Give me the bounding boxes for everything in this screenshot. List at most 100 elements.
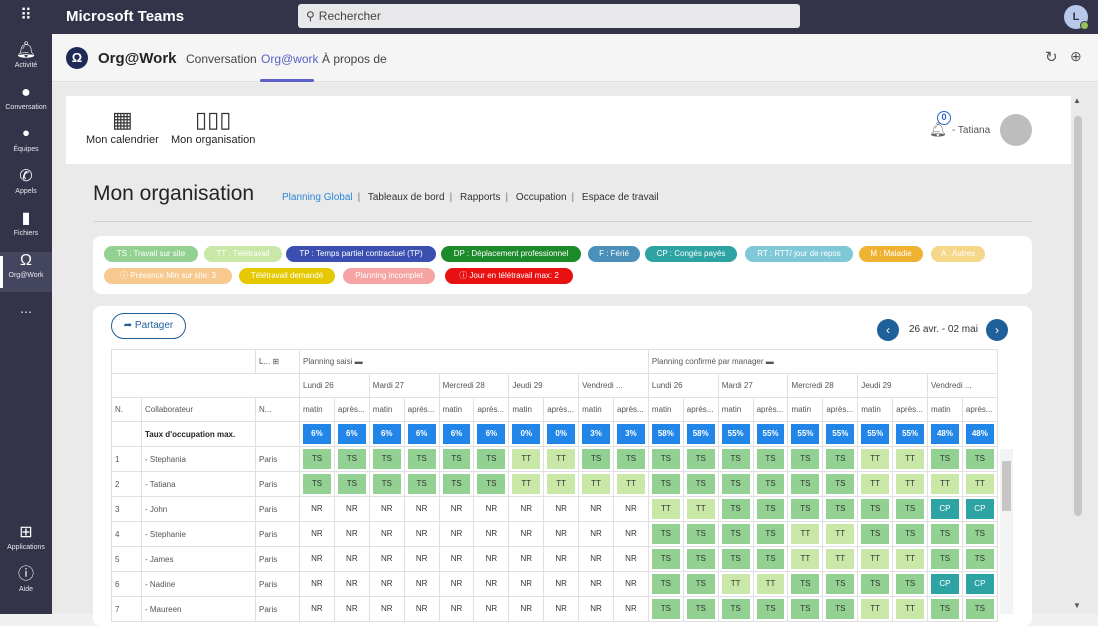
rail-item-activity[interactable]: 🔔︎ Activité: [0, 42, 52, 82]
planning-cell[interactable]: TS: [787, 496, 824, 522]
planning-cell[interactable]: TT: [857, 446, 894, 472]
planning-cell[interactable]: TT: [787, 521, 824, 547]
planning-cell[interactable]: NR: [299, 521, 335, 547]
planning-cell[interactable]: TS: [438, 446, 475, 472]
row-collaborator[interactable]: - Maureen: [141, 596, 256, 622]
planning-cell[interactable]: TS: [647, 471, 684, 497]
rail-item-conversation[interactable]: ● Conversation: [0, 84, 52, 124]
grid-scrollbar[interactable]: [1000, 449, 1013, 614]
planning-cell[interactable]: TT: [892, 471, 929, 497]
scroll-thumb[interactable]: [1074, 116, 1082, 516]
planning-cell[interactable]: CP: [927, 571, 963, 597]
planning-cell[interactable]: TT: [892, 546, 929, 572]
planning-cell[interactable]: NR: [473, 571, 510, 597]
planning-cell[interactable]: TT: [822, 521, 859, 547]
planning-cell[interactable]: TS: [822, 596, 859, 622]
planning-cell[interactable]: NR: [403, 521, 440, 547]
grid-scroll-thumb[interactable]: [1002, 461, 1011, 511]
planning-cell[interactable]: TS: [473, 446, 510, 472]
planning-cell[interactable]: NR: [368, 496, 405, 522]
link-planning-global[interactable]: Planning Global: [282, 192, 353, 203]
planning-cell[interactable]: NR: [368, 571, 405, 597]
user-photo-avatar[interactable]: [1000, 114, 1032, 146]
planning-cell[interactable]: TS: [403, 446, 440, 472]
planning-cell[interactable]: CP: [961, 496, 998, 522]
planning-cell[interactable]: NR: [543, 496, 580, 522]
planning-cell[interactable]: TT: [822, 546, 859, 572]
planning-cell[interactable]: TS: [752, 496, 789, 522]
planning-cell[interactable]: NR: [613, 571, 649, 597]
planning-cell[interactable]: TS: [717, 521, 754, 547]
planning-cell[interactable]: TS: [613, 446, 649, 472]
planning-cell[interactable]: TT: [857, 546, 894, 572]
planning-cell[interactable]: NR: [578, 546, 615, 572]
planning-cell[interactable]: TS: [368, 446, 405, 472]
planning-cell[interactable]: TS: [647, 446, 684, 472]
rail-item-orgwork[interactable]: Ω Org@Work: [0, 252, 52, 292]
planning-cell[interactable]: NR: [403, 546, 440, 572]
planning-cell[interactable]: TS: [752, 521, 789, 547]
planning-cell[interactable]: TS: [752, 471, 789, 497]
row-collaborator[interactable]: - Stephanie: [141, 521, 256, 547]
planning-cell[interactable]: TS: [682, 571, 719, 597]
planning-cell[interactable]: NR: [473, 496, 510, 522]
rail-item-teams[interactable]: ꔷ Équipes: [0, 126, 52, 166]
planning-cell[interactable]: NR: [613, 596, 649, 622]
planning-cell[interactable]: TS: [717, 446, 754, 472]
planning-cell[interactable]: NR: [438, 571, 475, 597]
planning-cell[interactable]: TT: [857, 596, 894, 622]
planning-cell[interactable]: TS: [822, 496, 859, 522]
planning-cell[interactable]: NR: [403, 596, 440, 622]
planning-cell[interactable]: NR: [438, 596, 475, 622]
planning-cell[interactable]: TS: [822, 471, 859, 497]
planning-cell[interactable]: NR: [473, 596, 510, 622]
notification-bell-icon[interactable]: 🔔︎: [929, 121, 947, 137]
planning-cell[interactable]: TS: [787, 571, 824, 597]
planning-cell[interactable]: TS: [752, 596, 789, 622]
row-collaborator[interactable]: - John: [141, 496, 256, 522]
planning-cell[interactable]: TS: [717, 596, 754, 622]
scroll-down-icon[interactable]: ▼: [1073, 601, 1081, 610]
row-collaborator[interactable]: - Tatiana: [141, 471, 256, 497]
planning-cell[interactable]: TS: [647, 546, 684, 572]
planning-cell[interactable]: NR: [508, 546, 545, 572]
planning-cell[interactable]: TS: [647, 596, 684, 622]
planning-cell[interactable]: TS: [822, 446, 859, 472]
planning-cell[interactable]: TS: [857, 496, 894, 522]
planning-cell[interactable]: NR: [333, 546, 370, 572]
planning-cell[interactable]: NR: [403, 496, 440, 522]
planning-cell[interactable]: TT: [647, 496, 684, 522]
refresh-icon[interactable]: ↻: [1045, 49, 1058, 66]
planning-cell[interactable]: CP: [927, 496, 963, 522]
planning-cell[interactable]: NR: [368, 521, 405, 547]
row-collaborator[interactable]: - Nadine: [141, 571, 256, 597]
planning-cell[interactable]: NR: [299, 546, 335, 572]
planning-cell[interactable]: TT: [961, 471, 998, 497]
planning-cell[interactable]: NR: [299, 596, 335, 622]
app-launcher-icon[interactable]: ⠿: [20, 7, 32, 24]
planning-cell[interactable]: TT: [787, 546, 824, 572]
planning-cell[interactable]: NR: [368, 546, 405, 572]
planning-cell[interactable]: TS: [299, 446, 335, 472]
planning-cell[interactable]: TT: [543, 446, 580, 472]
planning-cell[interactable]: NR: [473, 546, 510, 572]
planning-cell[interactable]: NR: [438, 546, 475, 572]
group-planning-saisi[interactable]: Planning saisi ▬: [299, 349, 649, 374]
link-tableaux-de-bord[interactable]: Tableaux de bord: [367, 192, 445, 203]
planning-cell[interactable]: TS: [717, 546, 754, 572]
planning-cell[interactable]: NR: [578, 571, 615, 597]
planning-cell[interactable]: TS: [961, 446, 998, 472]
column-l-header[interactable]: L... ⊞: [255, 349, 300, 374]
planning-cell[interactable]: TS: [682, 471, 719, 497]
page-scrollbar[interactable]: ▲ ▼: [1071, 96, 1085, 614]
planning-cell[interactable]: TS: [717, 471, 754, 497]
tab-orgwork[interactable]: Org@work: [261, 52, 319, 66]
planning-cell[interactable]: TS: [927, 446, 963, 472]
planning-cell[interactable]: NR: [578, 521, 615, 547]
tab-conversation[interactable]: Conversation: [186, 52, 257, 66]
share-button[interactable]: ➦ Partager: [111, 313, 186, 339]
planning-cell[interactable]: TT: [927, 471, 963, 497]
planning-cell[interactable]: NR: [508, 521, 545, 547]
planning-cell[interactable]: TS: [368, 471, 405, 497]
planning-cell[interactable]: TS: [927, 521, 963, 547]
